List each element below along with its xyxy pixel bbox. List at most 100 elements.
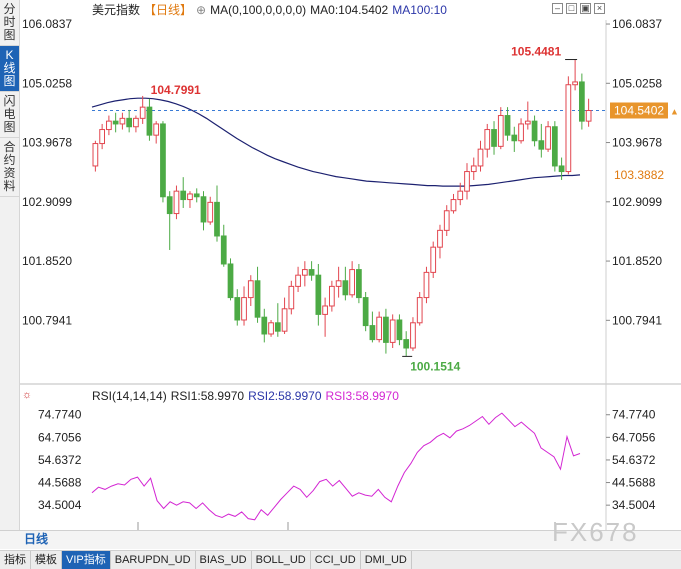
candle-body (518, 123, 524, 142)
side-tab-timeshare[interactable]: 分时图 (0, 0, 19, 46)
price-tick-label-left: 106.0837 (22, 17, 72, 31)
candle-body (308, 269, 315, 276)
rsi-tick-label-left: 74.7740 (38, 408, 82, 422)
rsi-name[interactable]: RSI(14,14,14) (92, 389, 167, 403)
low-annotation: 100.1514 (410, 359, 460, 373)
close-icon[interactable]: × (594, 3, 605, 14)
sun-icon: ☼ (22, 389, 32, 401)
candle-body (315, 274, 322, 315)
candle-body (356, 269, 362, 299)
candle-body (585, 110, 592, 122)
candle-body (133, 117, 139, 128)
candle-body (335, 280, 342, 287)
chart-header: 美元指数 【日线】 ⊕ MA(0,100,0,0,0,0) MA0:104.5402 MA… (20, 0, 680, 20)
candle-body (329, 285, 335, 307)
maximize-icon[interactable]: ▣ (580, 3, 591, 14)
tab-barupdn[interactable]: BARUPDN_UD (111, 551, 196, 569)
tab-cci[interactable]: CCI_UD (311, 551, 361, 569)
candle-body (112, 120, 119, 125)
candle-body (180, 190, 187, 201)
candle-body (491, 129, 497, 147)
candle-body (410, 322, 416, 349)
tab-dmi[interactable]: DMI_UD (361, 551, 412, 569)
candle-body (261, 316, 268, 335)
time-axis-bar (0, 530, 681, 549)
restore-icon[interactable]: □ (566, 3, 577, 14)
candle-body (281, 308, 288, 332)
candle-body (504, 115, 511, 136)
ma100-value: MA100:10 (392, 3, 447, 17)
minimize-icon[interactable]: – (552, 3, 563, 14)
rsi-tick-label: 64.7056 (612, 430, 656, 444)
period-label-bottom[interactable]: 日线 (24, 532, 49, 546)
watermark: FX678 (552, 517, 639, 547)
candle-body (166, 196, 173, 215)
candle-body (531, 120, 538, 142)
candle-body (160, 123, 166, 198)
ma-indicator-label[interactable]: MA(0,100,0,0,0,0) (210, 3, 307, 17)
tab-bias[interactable]: BIAS_UD (196, 551, 252, 569)
ma100-line (91, 97, 581, 187)
period-label-top[interactable]: 【日线】 (144, 3, 193, 17)
rsi2-value: RSI2:58.9970 (248, 389, 322, 403)
candle-body (403, 339, 410, 349)
ma0-value: MA0:104.5402 (310, 3, 389, 17)
rsi-tick-label: 34.5004 (612, 498, 656, 512)
candle-body (376, 316, 383, 341)
rsi1-value: RSI1:58.9970 (170, 389, 245, 403)
price-tick-label: 106.0837 (612, 17, 662, 31)
candle-body (416, 297, 423, 324)
candle-body (92, 143, 99, 167)
tab-boll[interactable]: BOLL_UD (252, 551, 311, 569)
candle-body (207, 201, 214, 223)
settings-icon[interactable]: ⊕ (196, 3, 207, 17)
candle-body (579, 81, 585, 122)
rsi-tick-label-left: 54.6372 (38, 453, 82, 467)
candle-body (437, 229, 443, 248)
side-tab-contract-info[interactable]: 合约资料 (0, 138, 19, 197)
candle-body (484, 129, 491, 150)
side-tab-flash[interactable]: 闪电图 (0, 92, 19, 138)
instrument-title: 美元指数 (92, 3, 141, 17)
last-price-label: 104.5402 (614, 103, 664, 117)
candle-body (173, 190, 180, 215)
side-tab-kline[interactable]: K线图 (0, 46, 19, 92)
candle-body (450, 199, 457, 212)
candle-body (545, 126, 551, 150)
candle-body (187, 193, 193, 201)
rsi-tick-label-left: 64.7056 (38, 430, 82, 444)
tab-vip-indicator[interactable]: VIP指标 (62, 551, 111, 569)
rsi-tick-label-left: 34.5004 (38, 498, 82, 512)
price-tick-label: 101.8520 (612, 254, 662, 268)
candle-body (247, 280, 254, 299)
candle-body (464, 171, 470, 192)
candle-body (220, 235, 227, 265)
price-tick-label-left: 105.0258 (22, 76, 72, 90)
high-annotation: 105.4481 (511, 45, 561, 59)
rsi3-value: RSI3:58.9970 (325, 389, 399, 403)
candle-body (383, 316, 389, 343)
candle-body (538, 140, 545, 150)
candle-body (477, 148, 484, 167)
rsi-line (91, 412, 581, 521)
candle-body (389, 319, 396, 343)
tab-template[interactable]: 模板 (31, 551, 62, 569)
candle-body (274, 322, 281, 332)
candle-body (288, 285, 295, 310)
price-tick-label-left: 103.9678 (22, 136, 72, 150)
candle-body (268, 322, 274, 335)
candle-body (119, 117, 126, 125)
candle-body (443, 210, 450, 231)
candlestick-chart[interactable]: 106.0837 106.0837 105.0258 105.0258 103.9678… (0, 0, 681, 530)
tab-indicator[interactable]: 指标 (0, 551, 31, 569)
candle-body (301, 269, 308, 276)
candle-body (254, 280, 261, 318)
rsi-tick-label: 74.7740 (612, 408, 656, 422)
price-tick-label: 102.9099 (612, 195, 662, 209)
candle-body (558, 165, 565, 173)
candle-body (295, 274, 301, 287)
ma-last-label: 103.3882 (614, 168, 664, 182)
candle-body (423, 271, 430, 299)
candle-body (369, 325, 376, 341)
candle-body (551, 126, 558, 167)
